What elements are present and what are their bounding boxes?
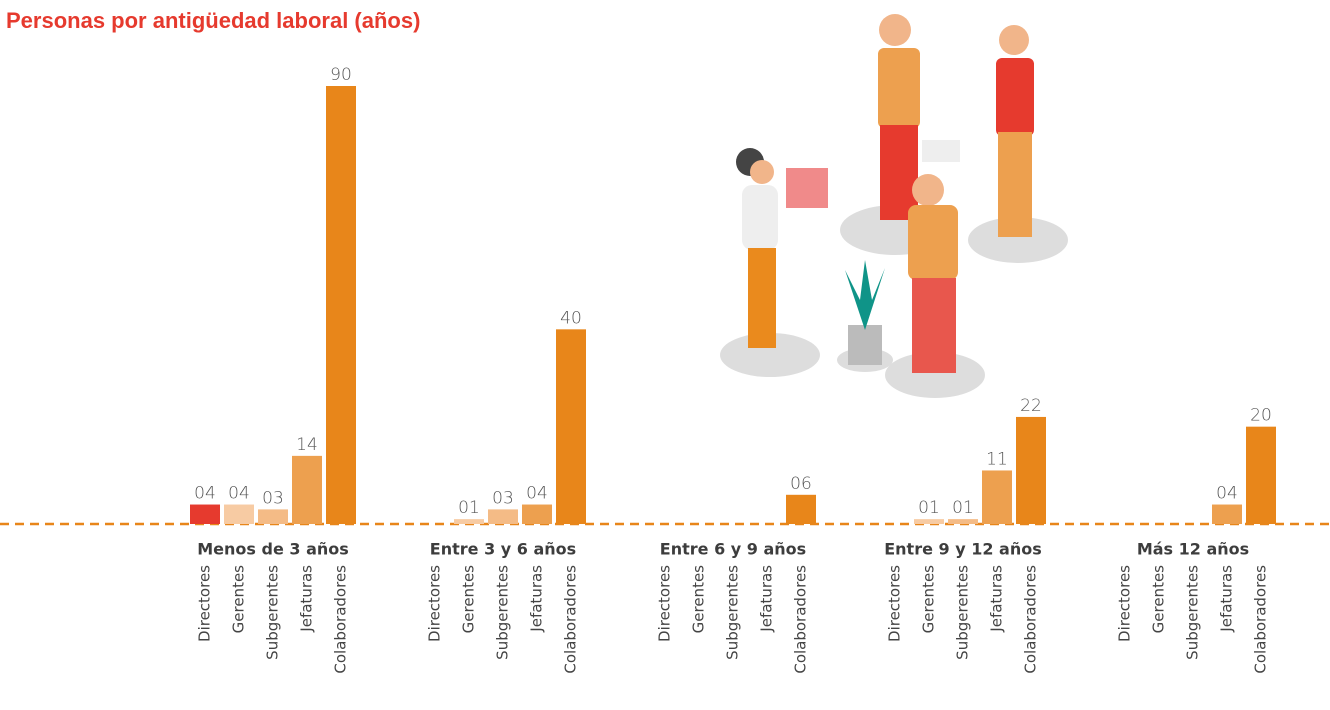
series-label: Jefaturas <box>298 565 316 633</box>
bar <box>454 519 484 524</box>
series-label: Jefaturas <box>1218 565 1236 633</box>
series-label: Jefaturas <box>528 565 546 633</box>
series-label: Subgerentes <box>1184 565 1202 660</box>
series-label: Jefaturas <box>758 565 776 633</box>
bar <box>326 86 356 524</box>
bar <box>224 504 254 524</box>
value-label: 01 <box>458 498 480 518</box>
value-label: 01 <box>952 498 974 518</box>
group-label: Entre 6 y 9 años <box>660 540 806 559</box>
bar <box>914 519 944 524</box>
series-label: Subgerentes <box>264 565 282 660</box>
group-label: Menos de 3 años <box>197 540 349 559</box>
bar <box>1246 426 1276 524</box>
bar <box>522 504 552 524</box>
value-label: 01 <box>918 498 940 518</box>
series-label: Colaboradores <box>1022 565 1040 674</box>
value-label: 90 <box>330 65 352 85</box>
value-label: 04 <box>194 484 216 504</box>
series-label: Gerentes <box>1150 565 1168 634</box>
bar <box>190 504 220 524</box>
series-label: Gerentes <box>690 565 708 634</box>
bar <box>1016 416 1046 524</box>
group-label: Más 12 años <box>1137 540 1249 559</box>
bar <box>1212 504 1242 524</box>
series-label: Jefaturas <box>988 565 1006 633</box>
series-label: Colaboradores <box>1252 565 1270 674</box>
value-label: 03 <box>492 488 514 508</box>
value-label: 11 <box>986 449 1008 469</box>
value-label: 40 <box>560 308 582 328</box>
series-label: Subgerentes <box>954 565 972 660</box>
series-label: Directores <box>426 565 444 642</box>
value-label: 03 <box>262 488 284 508</box>
value-label: 06 <box>790 474 812 494</box>
group-label: Entre 9 y 12 años <box>884 540 1042 559</box>
bar <box>982 470 1012 524</box>
series-label: Gerentes <box>920 565 938 634</box>
value-label: 22 <box>1020 396 1042 416</box>
series-label: Directores <box>196 565 214 642</box>
bar <box>948 519 978 524</box>
series-label: Subgerentes <box>494 565 512 660</box>
series-label: Subgerentes <box>724 565 742 660</box>
bar <box>556 329 586 524</box>
series-label: Colaboradores <box>332 565 350 674</box>
series-label: Colaboradores <box>562 565 580 674</box>
value-label: 04 <box>526 484 548 504</box>
illustration <box>720 14 1068 398</box>
bar <box>786 494 816 524</box>
series-label: Directores <box>656 565 674 642</box>
series-label: Directores <box>886 565 904 642</box>
series-label: Gerentes <box>460 565 478 634</box>
bar <box>258 509 288 524</box>
value-label: 20 <box>1250 406 1272 426</box>
value-label: 04 <box>228 484 250 504</box>
series-label: Gerentes <box>230 565 248 634</box>
bar <box>488 509 518 524</box>
value-label: 04 <box>1216 484 1238 504</box>
bar <box>292 455 322 524</box>
chart-title: Personas por antigüedad laboral (años) <box>6 8 420 33</box>
series-label: Colaboradores <box>792 565 810 674</box>
value-label: 14 <box>296 435 318 455</box>
group-label: Entre 3 y 6 años <box>430 540 576 559</box>
series-label: Directores <box>1116 565 1134 642</box>
